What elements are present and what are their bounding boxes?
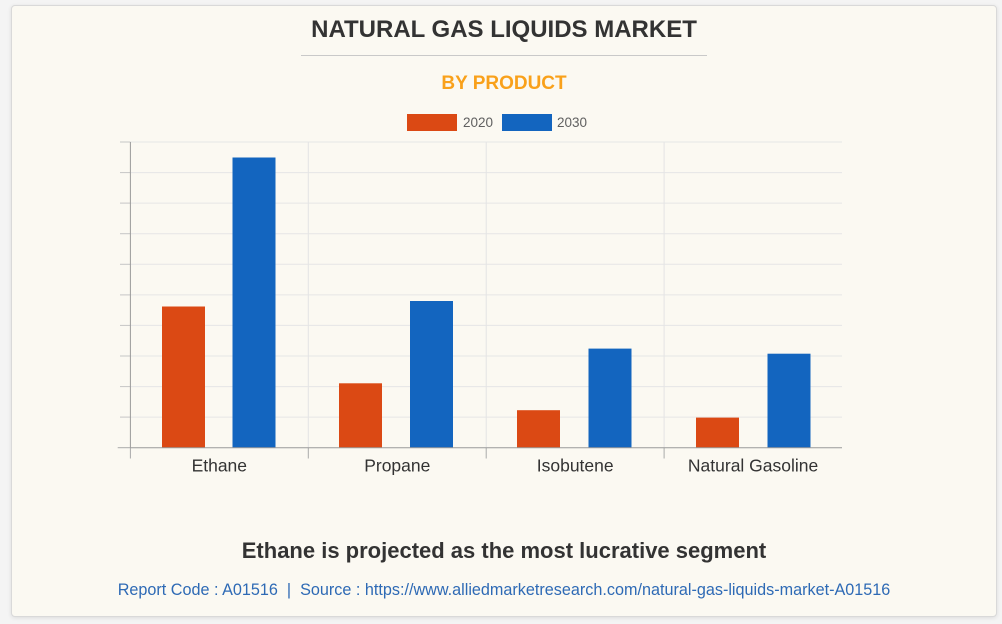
- svg-text:Propane: Propane: [364, 456, 430, 476]
- svg-text:Ethane: Ethane: [192, 456, 247, 476]
- svg-text:Natural Gasoline: Natural Gasoline: [688, 456, 818, 476]
- svg-text:Isobutene: Isobutene: [537, 456, 614, 476]
